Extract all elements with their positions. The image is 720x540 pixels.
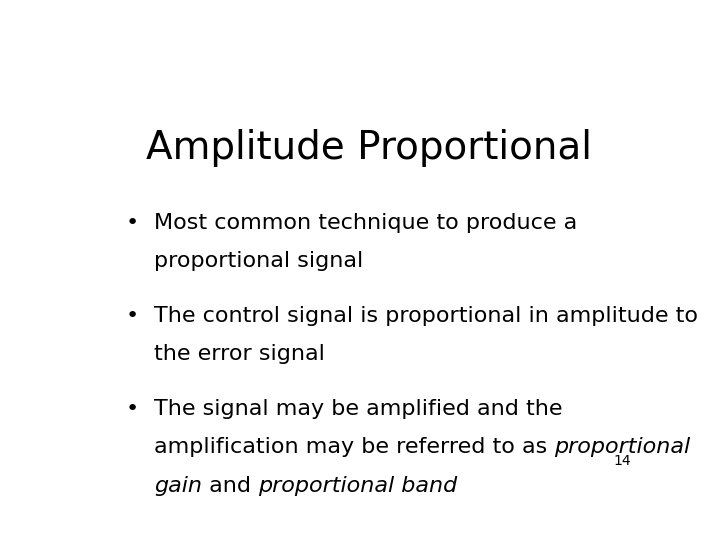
Text: proportional: proportional [554,437,690,457]
Text: proportional band: proportional band [258,476,457,496]
Text: proportional signal: proportional signal [154,251,364,271]
Text: amplification may be referred to as: amplification may be referred to as [154,437,554,457]
Text: The signal may be amplified and the: The signal may be amplified and the [154,399,562,419]
Text: Amplitude Proportional: Amplitude Proportional [146,129,592,167]
Text: •: • [125,399,138,419]
Text: The control signal is proportional in amplitude to: The control signal is proportional in am… [154,306,698,326]
Text: •: • [125,213,138,233]
Text: Most common technique to produce a: Most common technique to produce a [154,213,577,233]
Text: 14: 14 [613,454,631,468]
Text: gain: gain [154,476,202,496]
Text: •: • [125,306,138,326]
Text: the error signal: the error signal [154,344,325,364]
Text: and: and [202,476,258,496]
